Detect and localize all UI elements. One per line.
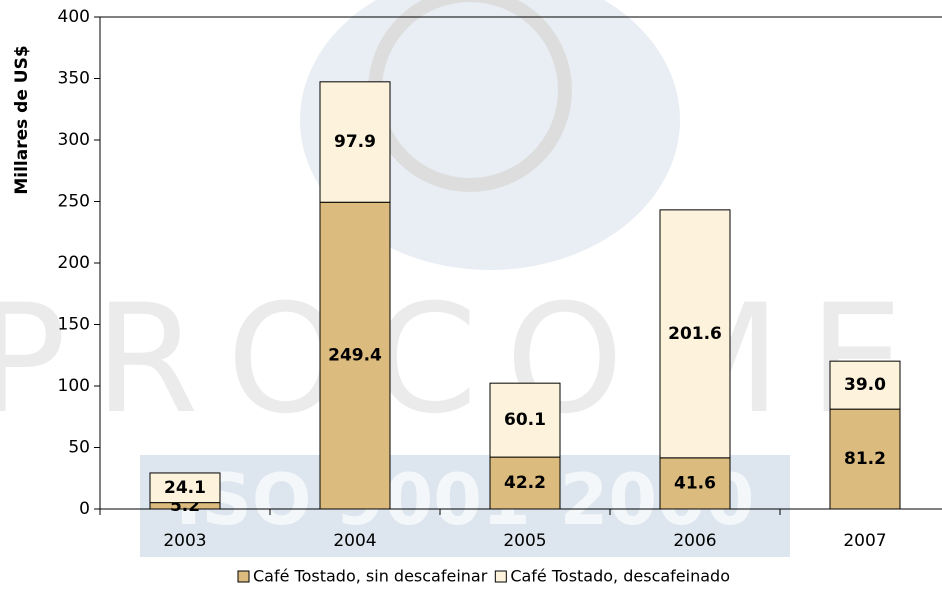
- watermark-text: PROCOMER: [0, 273, 942, 447]
- x-tick-label: 2003: [163, 531, 206, 551]
- x-tick-label: 2007: [843, 531, 886, 551]
- y-tick-label: 50: [68, 438, 90, 458]
- value-label: 60.1: [504, 410, 546, 430]
- y-tick-label: 200: [58, 253, 90, 273]
- value-label: 249.4: [328, 346, 382, 366]
- x-tick-label: 2005: [503, 531, 546, 551]
- y-tick-label: 350: [58, 69, 90, 89]
- legend-label: Café Tostado, sin descafeinar: [253, 567, 488, 586]
- value-label: 24.1: [164, 478, 206, 498]
- value-label: 39.0: [844, 375, 886, 395]
- value-label: 81.2: [844, 449, 886, 469]
- chart: Millares de US$ PROCOMERISO 9001-2000050…: [0, 0, 942, 605]
- y-tick-label: 150: [58, 315, 90, 335]
- legend-label: Café Tostado, descafeinado: [510, 567, 730, 586]
- y-tick-label: 400: [58, 7, 90, 27]
- x-tick-label: 2004: [333, 531, 376, 551]
- value-label: 97.9: [334, 132, 376, 152]
- legend-swatch: [238, 571, 249, 582]
- x-tick-label: 2006: [673, 531, 716, 551]
- y-tick-label: 300: [58, 130, 90, 150]
- y-tick-label: 0: [79, 499, 90, 519]
- value-label: 41.6: [674, 473, 716, 493]
- value-label: 42.2: [504, 473, 546, 493]
- value-label: 201.6: [668, 324, 722, 344]
- y-axis-label: Millares de US$: [12, 45, 32, 194]
- y-tick-label: 100: [58, 376, 90, 396]
- y-tick-label: 250: [58, 192, 90, 212]
- legend-swatch: [495, 571, 506, 582]
